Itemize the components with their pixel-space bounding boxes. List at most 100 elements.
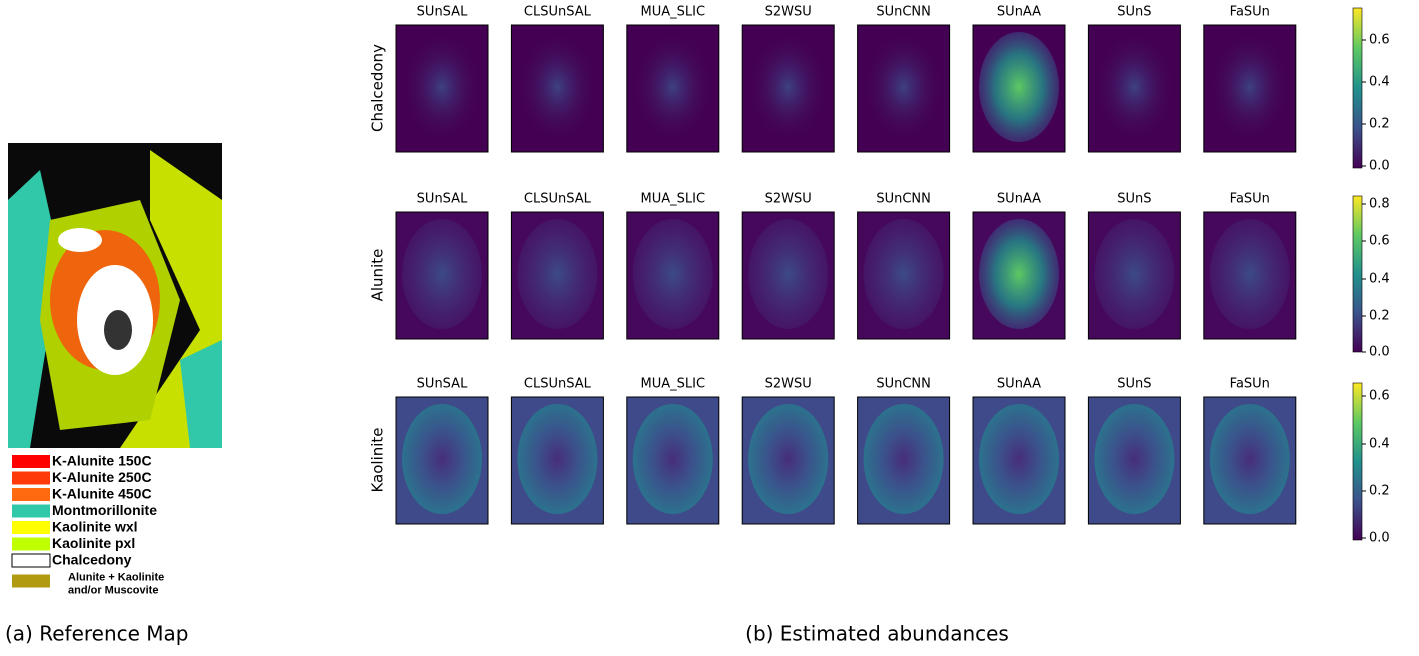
abundance-map — [1203, 211, 1297, 340]
map-texture — [632, 219, 713, 329]
abundance-map — [626, 211, 720, 340]
panel-title: SUnCNN — [876, 192, 931, 207]
legend-label: Montmorillonite — [52, 502, 157, 518]
legend-label: K-Alunite 250C — [52, 469, 152, 485]
colorbar-tick-label: 0.6 — [1369, 33, 1390, 48]
colorbar — [1352, 7, 1363, 169]
legend-label: K-Alunite 150C — [52, 453, 152, 469]
legend-swatch — [12, 471, 50, 485]
legend-label: Chalcedony — [52, 552, 132, 568]
map-texture — [517, 219, 598, 329]
abundance-map — [1203, 396, 1297, 525]
abundance-map — [741, 396, 835, 525]
colorbar-tick-label: 0.4 — [1369, 272, 1390, 287]
legend-swatch — [12, 455, 50, 468]
abundance-map — [626, 24, 720, 153]
map-texture — [979, 404, 1059, 514]
panel-title: SUnAA — [997, 377, 1041, 392]
abundance-map — [1087, 211, 1181, 340]
map-texture — [979, 219, 1059, 329]
legend-swatch — [12, 537, 50, 551]
abundance-map — [510, 211, 604, 340]
panel-title: CLSUnSAL — [524, 377, 592, 392]
panel-title: SUnAA — [997, 5, 1041, 20]
colorbar-tick-label: 0.2 — [1369, 484, 1390, 499]
abundance-map — [510, 24, 604, 153]
map-texture — [517, 404, 598, 514]
colorbar-tick-label: 0.2 — [1369, 309, 1390, 324]
colorbar — [1352, 382, 1363, 541]
colorbar — [1352, 195, 1363, 353]
map-texture — [748, 32, 829, 142]
abundance-map — [1087, 24, 1181, 153]
map-texture — [1094, 32, 1175, 142]
panel-title: SUnS — [1117, 192, 1151, 207]
map-texture — [402, 404, 482, 514]
panel-title: MUA_SLIC — [641, 192, 706, 207]
map-texture — [979, 32, 1059, 142]
map-texture — [1094, 219, 1175, 329]
panel-title: MUA_SLIC — [641, 5, 706, 20]
colorbar-tick-label: 0.8 — [1369, 197, 1390, 212]
legend-label: Kaolinite pxl — [52, 535, 135, 551]
panel-title: MUA_SLIC — [641, 377, 706, 392]
map-texture — [1209, 404, 1290, 514]
map-texture — [1209, 32, 1290, 142]
map-texture — [748, 219, 829, 329]
panel-title: SUnS — [1117, 377, 1151, 392]
map-texture — [863, 32, 944, 142]
map-texture — [1094, 404, 1175, 514]
legend-label: and/or Muscovite — [68, 584, 158, 596]
panel-title: FaSUn — [1230, 5, 1270, 20]
panel-title: S2WSU — [765, 5, 812, 20]
colorbar-tick-label: 0.0 — [1369, 345, 1390, 360]
map-texture — [863, 404, 944, 514]
colorbar-tick-label: 0.0 — [1369, 531, 1390, 546]
panel-title: SUnSAL — [417, 192, 468, 207]
colorbar-tick-label: 0.4 — [1369, 437, 1390, 452]
map-texture — [632, 32, 713, 142]
caption: (a) Reference Map — [5, 622, 189, 646]
abundance-map — [857, 24, 951, 153]
panel-title: SUnS — [1117, 5, 1151, 20]
panel-title: SUnSAL — [417, 5, 468, 20]
panel-title: SUnCNN — [876, 377, 931, 392]
abundance-panels: Chalcedony SUnSAL CLSUnSAL MUA_SLIC S2WSU SUn… — [369, 5, 1390, 546]
map-texture — [863, 219, 944, 329]
reference-map — [8, 143, 222, 448]
panel-title: FaSUn — [1230, 377, 1270, 392]
map-texture — [517, 32, 598, 142]
abundance-map — [395, 396, 489, 525]
caption: (b) Estimated abundances — [745, 622, 1009, 646]
colorbar-tick-label: 0.6 — [1369, 389, 1390, 404]
abundance-map — [972, 396, 1066, 525]
row-label: Alunite — [369, 249, 387, 302]
map-texture — [748, 404, 829, 514]
legend-swatch — [12, 504, 50, 518]
abundance-map — [395, 211, 489, 340]
abundance-map — [626, 396, 720, 525]
panel-title: S2WSU — [765, 377, 812, 392]
map-texture — [402, 219, 482, 329]
panel-title: CLSUnSAL — [524, 192, 592, 207]
abundance-map — [510, 396, 604, 525]
legend-label: Kaolinite wxl — [52, 519, 138, 535]
panel-title: CLSUnSAL — [524, 5, 592, 20]
abundance-map — [857, 396, 951, 525]
map-texture — [1209, 219, 1290, 329]
panel-title: FaSUn — [1230, 192, 1270, 207]
colorbar-tick-label: 0.4 — [1369, 75, 1390, 90]
abundance-map — [972, 24, 1066, 153]
panel-title: SUnAA — [997, 192, 1041, 207]
legend-label: Alunite + Kaolinite — [68, 571, 164, 583]
colorbar-tick-label: 0.0 — [1369, 159, 1390, 174]
map-texture — [402, 32, 482, 142]
row-label: Kaolinite — [369, 427, 387, 492]
abundance-map — [741, 24, 835, 153]
abundance-map — [972, 211, 1066, 340]
row-label: Chalcedony — [369, 44, 387, 132]
legend-swatch — [12, 521, 50, 534]
colorbar-tick-label: 0.2 — [1369, 117, 1390, 132]
